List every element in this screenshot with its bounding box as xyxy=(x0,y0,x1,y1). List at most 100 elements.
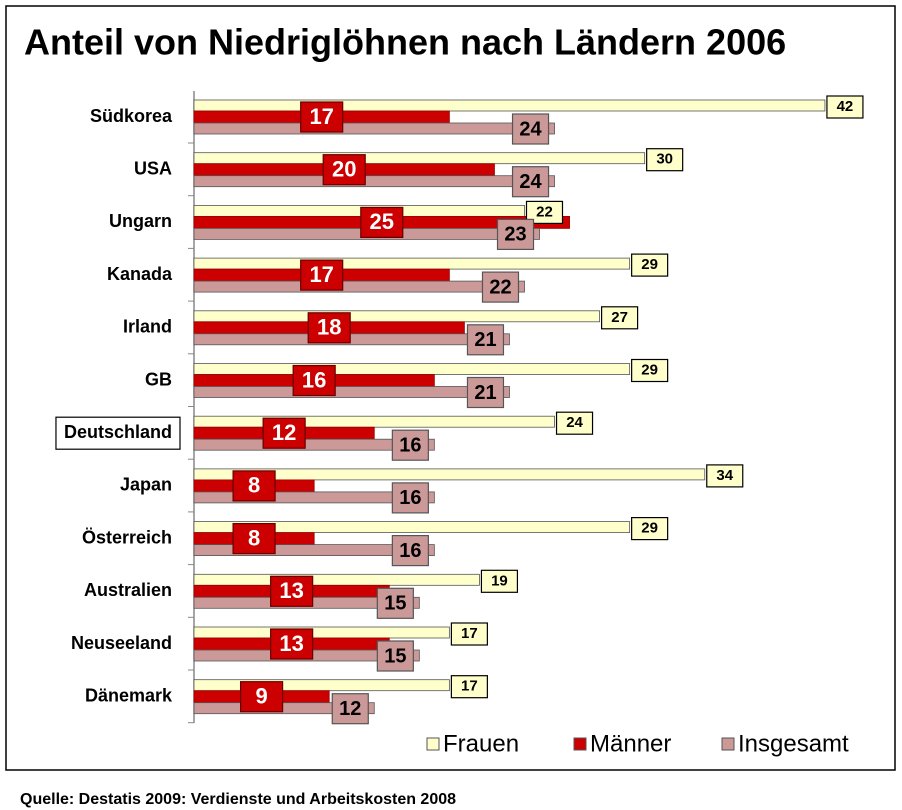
value-label: 8 xyxy=(248,525,260,550)
bar xyxy=(193,280,525,293)
value-label-box xyxy=(391,534,429,567)
value-label-box xyxy=(450,675,488,699)
value-label: 16 xyxy=(399,487,421,509)
value-label-box xyxy=(232,470,276,502)
category-label: Ungarn xyxy=(109,211,172,231)
bar xyxy=(193,333,510,346)
value-label-box xyxy=(631,358,669,383)
category-label: Irland xyxy=(123,317,172,337)
value-label-box xyxy=(466,376,505,409)
value-label-box xyxy=(555,411,594,435)
value-label: 9 xyxy=(255,684,267,709)
bar xyxy=(193,204,525,217)
value-label-box xyxy=(270,628,314,660)
value-label: 12 xyxy=(272,420,296,445)
value-label-box xyxy=(376,587,414,619)
value-label: 17 xyxy=(461,678,478,695)
bar xyxy=(193,386,510,398)
value-label: 25 xyxy=(370,209,394,234)
value-label-box xyxy=(292,364,336,397)
category-label: Deutschland xyxy=(64,422,172,442)
bar xyxy=(193,468,706,481)
value-label-box xyxy=(307,312,351,344)
frame xyxy=(5,5,896,771)
bar xyxy=(193,438,435,451)
value-label: 8 xyxy=(248,473,260,498)
legend-swatch xyxy=(426,737,440,751)
bar xyxy=(193,257,631,270)
legend-label: Männer xyxy=(590,730,671,757)
value-label: 20 xyxy=(332,157,356,182)
value-label-box xyxy=(496,218,535,250)
bar xyxy=(193,415,555,428)
value-label-box xyxy=(600,306,639,330)
bar xyxy=(193,152,646,165)
bar xyxy=(193,122,555,135)
value-label: 22 xyxy=(489,276,511,298)
value-label: 16 xyxy=(399,540,421,562)
bar xyxy=(193,99,826,112)
value-label: 12 xyxy=(339,698,361,720)
value-label: 15 xyxy=(384,645,406,667)
value-label-box xyxy=(481,271,520,303)
bar xyxy=(193,521,631,533)
value-label-box xyxy=(450,622,488,646)
legend-swatch xyxy=(721,737,735,751)
value-label: 29 xyxy=(641,361,658,378)
bar xyxy=(193,573,480,586)
value-label: 42 xyxy=(837,98,854,115)
value-label: 29 xyxy=(641,520,658,537)
highlight-box xyxy=(55,416,181,450)
value-label: 13 xyxy=(279,578,303,603)
value-label: 27 xyxy=(611,309,628,326)
bar xyxy=(193,310,601,323)
value-label: 21 xyxy=(474,382,496,404)
value-label-box xyxy=(826,95,864,119)
legend-label: Insgesamt xyxy=(738,730,849,757)
value-label-box xyxy=(631,253,669,277)
value-label-box xyxy=(480,569,519,593)
value-label: 22 xyxy=(536,203,553,220)
value-label-box xyxy=(270,575,314,607)
value-label: 21 xyxy=(474,329,496,351)
value-label: 24 xyxy=(519,171,542,193)
value-label-box xyxy=(240,681,284,713)
value-label: 17 xyxy=(309,262,333,287)
value-label: 23 xyxy=(504,224,526,246)
bar xyxy=(193,544,435,556)
value-label: 16 xyxy=(302,367,326,392)
category-label: USA xyxy=(134,158,172,178)
value-label-box xyxy=(376,640,414,672)
value-label-box xyxy=(631,516,669,541)
bar xyxy=(193,626,450,639)
value-label-box xyxy=(300,259,344,291)
bar xyxy=(193,363,631,375)
value-label-box xyxy=(232,522,276,555)
source: Quelle: Destatis 2009: Verdienste und Ar… xyxy=(20,791,456,808)
value-label-box xyxy=(300,101,344,133)
value-label: 30 xyxy=(656,151,673,168)
value-label-box xyxy=(706,464,744,488)
value-label: 34 xyxy=(716,467,733,484)
value-label-box xyxy=(511,166,550,198)
value-label-box xyxy=(262,417,306,449)
value-label-box xyxy=(646,148,684,172)
value-label-box xyxy=(322,154,366,186)
value-label: 15 xyxy=(384,593,406,615)
category-label: Neuseeland xyxy=(71,633,172,653)
chart-title: Anteil von Niedriglöhnen nach Ländern 20… xyxy=(24,22,786,63)
bar xyxy=(193,175,555,188)
bar xyxy=(193,702,375,715)
value-label-box xyxy=(331,693,369,725)
value-label: 29 xyxy=(641,256,658,273)
category-label: Österreich xyxy=(82,527,172,547)
bar xyxy=(193,491,435,504)
category-label: Japan xyxy=(120,475,172,495)
value-label: 17 xyxy=(309,104,333,129)
legend-swatch xyxy=(573,737,587,751)
value-label: 19 xyxy=(491,572,508,589)
value-label: 17 xyxy=(461,625,478,642)
legend-label: Frauen xyxy=(443,730,519,757)
value-label: 24 xyxy=(566,414,583,431)
